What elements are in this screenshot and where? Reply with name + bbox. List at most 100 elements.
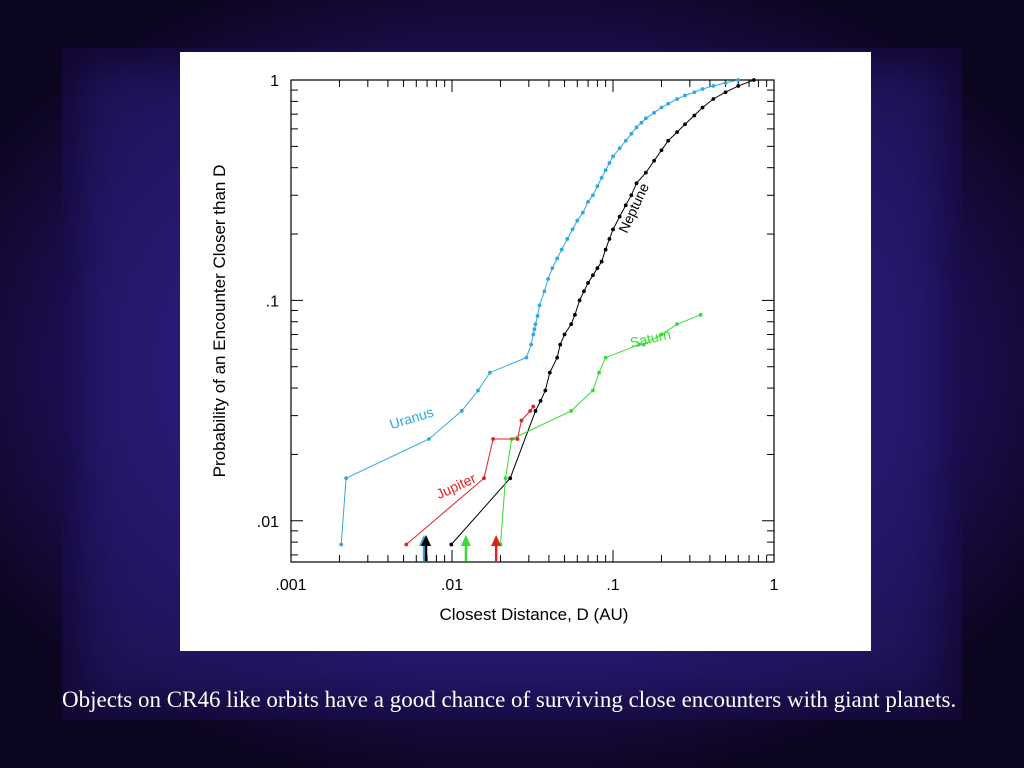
series-label-saturn: Saturn [628,326,672,351]
series-saturn [498,312,703,547]
data-point [675,322,679,327]
data-point [751,78,756,82]
slide-caption: Objects on CR46 like orbits have a good … [62,687,957,712]
data-point [723,81,728,85]
data-point [595,184,600,189]
data-point [559,247,564,252]
data-point [711,84,716,88]
annotations-layer: Uranus Jupiter Saturn Neptune [388,180,672,561]
data-point [611,227,615,232]
data-point [675,130,679,135]
data-point [562,332,567,337]
data-point [675,97,679,101]
data-point [698,312,703,317]
series-neptune [449,78,756,547]
data-point [597,370,602,375]
x-tick-label: .1 [606,577,619,594]
series-jupiter [404,404,536,547]
data-point [599,175,604,180]
data-point [700,105,705,110]
data-point [652,158,656,163]
data-point [586,199,590,204]
data-point [643,116,648,121]
data-point [580,210,585,215]
data-point [590,193,595,198]
data-point [607,161,612,165]
data-point [531,404,536,409]
data-point [476,388,480,393]
arrow-head [491,535,502,546]
data-point [503,476,508,481]
data-point [427,437,431,441]
series-line-saturn [500,314,701,545]
data-point [565,237,570,241]
y-tick-label: .1 [266,293,279,310]
series-line-uranus [340,79,739,545]
data-point [515,437,520,441]
data-point [590,273,595,278]
data-point [459,409,464,413]
data-point [634,125,639,130]
data-point [637,342,641,347]
data-point [570,227,575,232]
data-point [573,312,577,317]
data-point [629,131,634,136]
data-point [599,259,604,264]
data-point [508,476,513,481]
data-point [643,170,648,175]
data-point [652,110,656,115]
series-label-uranus: Uranus [388,404,436,432]
data-point [586,281,590,285]
data-point [577,298,582,303]
data-point [683,122,687,127]
series-label-jupiter: Jupiter [433,470,478,502]
data-point [659,148,664,153]
data-point [344,476,349,481]
data-point [736,78,741,82]
data-point [538,398,543,403]
data-point [595,266,600,271]
data-point [569,409,574,413]
encounter-probability-chart: .001 .01 .1 1 .01 .1 1 Uranus Jupiter Saturn Nept… [210,73,779,624]
data-point [603,247,608,252]
data-point [666,101,671,106]
data-point [611,154,615,159]
series-label-neptune: Neptune [615,180,652,235]
data-point [623,203,628,208]
data-point [519,418,524,423]
plot-frame [290,79,775,563]
data-point [617,214,622,219]
data-point [542,289,547,294]
data-point [543,388,548,393]
y-tick-label: .01 [257,514,279,531]
series-line-neptune [450,79,755,545]
data-point [558,342,563,347]
series-uranus [339,78,741,547]
y-tick-label: 1 [270,73,279,90]
data-point [569,322,574,327]
data-point [339,542,344,547]
arrow-jupiter [491,535,502,561]
data-point [533,322,538,327]
data-point [659,332,664,337]
data-point [603,355,608,360]
data-point [582,289,586,294]
data-point [533,409,538,413]
data-point [659,105,664,110]
data-point [488,370,492,375]
data-point [547,370,552,375]
data-point [634,181,639,186]
x-axis-label: Closest Distance, D (AU) [440,605,629,624]
data-point [491,437,495,441]
data-point [692,90,697,95]
data-point [629,193,634,198]
data-point [575,218,580,223]
data-point [528,409,533,413]
data-point [482,476,486,481]
data-point [603,168,608,173]
data-point [535,314,540,318]
data-point [700,87,705,91]
x-tick-label: .001 [275,577,306,594]
data-point [723,90,728,95]
data-point [529,342,534,347]
